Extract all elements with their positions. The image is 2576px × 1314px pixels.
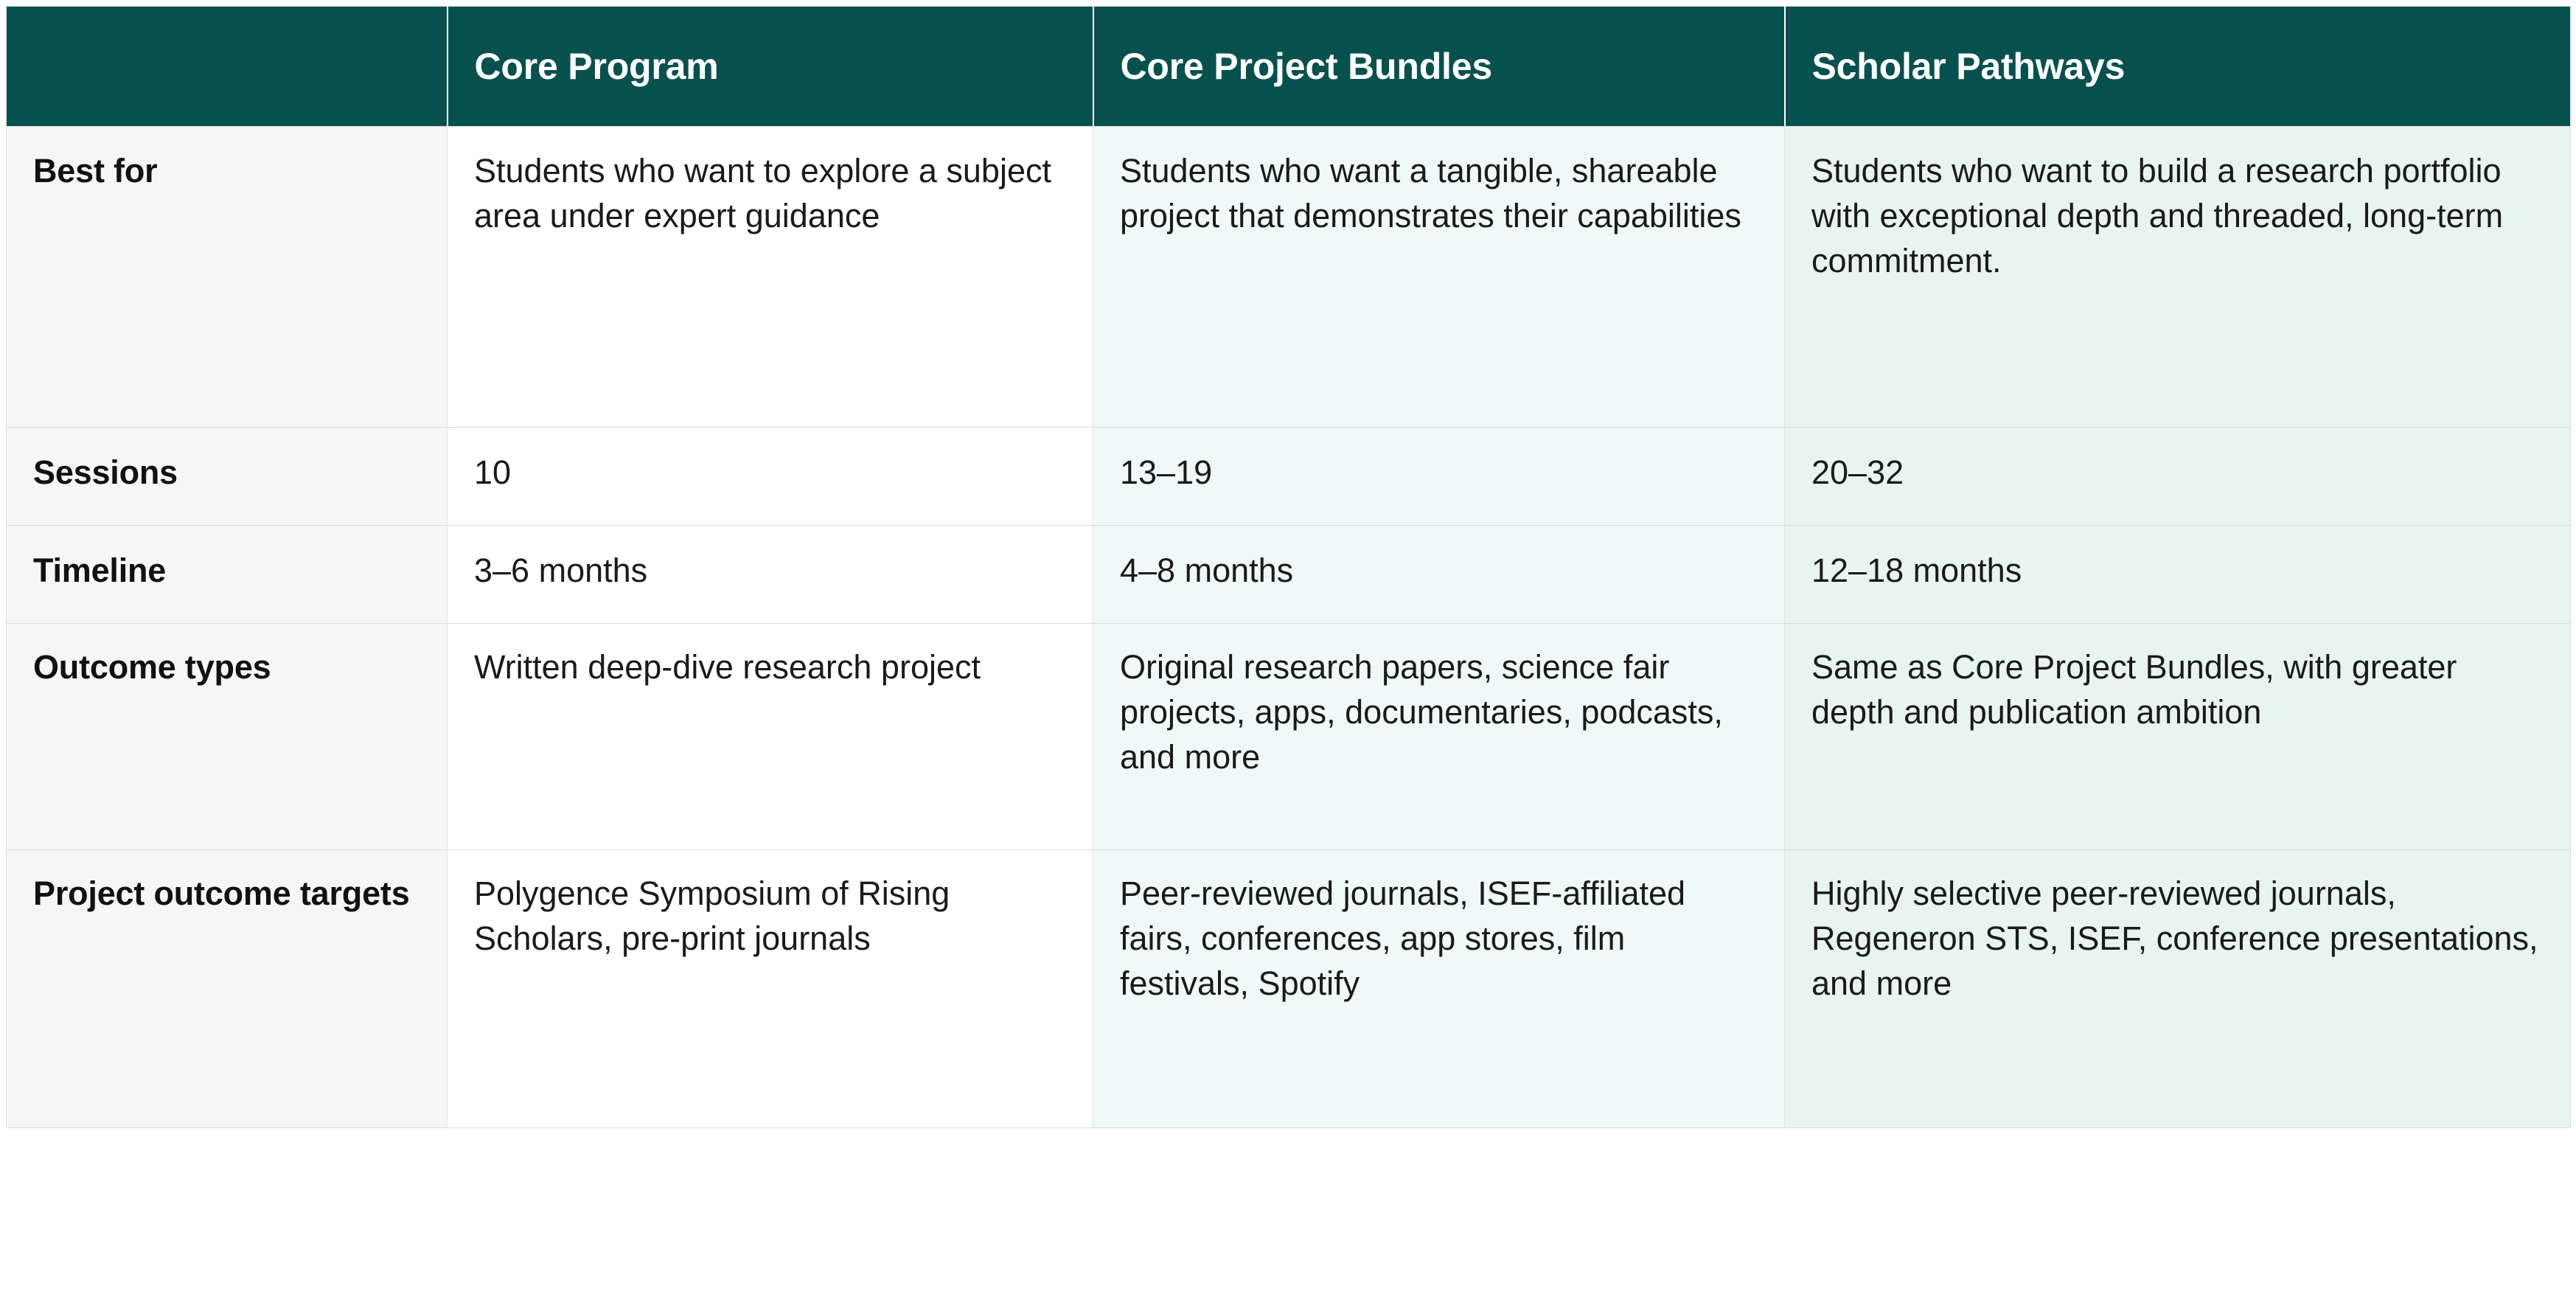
cell-outcome-types-scholar-pathways: Same as Core Project Bundles, with great… [1784, 623, 2571, 850]
cell-text: Students who want to build a research po… [1811, 152, 2504, 280]
cell-text: 10 [474, 453, 512, 491]
cell-text: 13–19 [1120, 453, 1213, 491]
row-label-text: Project outcome targets [33, 875, 410, 912]
column-header-blank [6, 6, 448, 128]
cell-sessions-scholar-pathways: 20–32 [1784, 427, 2571, 526]
cell-best-for-core-project-bundles: Students who want a tangible, shareable … [1093, 127, 1785, 428]
row-label-text: Outcome types [33, 648, 271, 686]
row-label-timeline: Timeline [6, 525, 448, 624]
cell-text: Peer-reviewed journals, ISEF-affiliated … [1120, 875, 1686, 1003]
cell-text: Polygence Symposium of Rising Scholars, … [474, 875, 950, 958]
cell-best-for-scholar-pathways: Students who want to build a research po… [1784, 127, 2571, 428]
table-body: Best for Students who want to explore a … [6, 127, 2571, 1128]
table-row: Outcome types Written deep-dive research… [6, 623, 2571, 850]
table-row: Best for Students who want to explore a … [6, 127, 2571, 428]
cell-text: 4–8 months [1120, 552, 1294, 589]
table-row: Sessions 10 13–19 20–32 [6, 427, 2571, 526]
row-label-text: Timeline [33, 552, 167, 589]
cell-text: 3–6 months [474, 552, 648, 589]
cell-best-for-core-program: Students who want to explore a subject a… [447, 127, 1093, 428]
cell-project-outcome-targets-core-project-bundles: Peer-reviewed journals, ISEF-affiliated … [1093, 849, 1785, 1128]
table-header-row: Core Program Core Project Bundles Schola… [6, 6, 2571, 128]
table-row: Timeline 3–6 months 4–8 months 12–18 mon… [6, 525, 2571, 624]
cell-outcome-types-core-program: Written deep-dive research project [447, 623, 1093, 850]
row-label-best-for: Best for [6, 127, 448, 428]
table-row: Project outcome targets Polygence Sympos… [6, 849, 2571, 1128]
cell-sessions-core-program: 10 [447, 427, 1093, 526]
column-header-core-project-bundles: Core Project Bundles [1093, 6, 1786, 128]
cell-project-outcome-targets-scholar-pathways: Highly selective peer-reviewed journals,… [1784, 849, 2571, 1128]
row-label-text: Sessions [33, 453, 178, 491]
cell-timeline-core-program: 3–6 months [447, 525, 1093, 624]
row-label-outcome-types: Outcome types [6, 623, 448, 850]
table-header: Core Program Core Project Bundles Schola… [6, 6, 2571, 128]
column-header-scholar-pathways: Scholar Pathways [1784, 6, 2571, 128]
cell-project-outcome-targets-core-program: Polygence Symposium of Rising Scholars, … [447, 849, 1093, 1128]
row-label-sessions: Sessions [6, 427, 448, 526]
cell-text: 20–32 [1811, 453, 1904, 491]
cell-text: 12–18 months [1811, 552, 2022, 589]
cell-text: Original research papers, science fair p… [1120, 648, 1723, 776]
cell-timeline-scholar-pathways: 12–18 months [1784, 525, 2571, 624]
row-label-project-outcome-targets: Project outcome targets [6, 849, 448, 1128]
cell-sessions-core-project-bundles: 13–19 [1093, 427, 1785, 526]
cell-text: Students who want to explore a subject a… [474, 152, 1051, 235]
cell-text: Highly selective peer-reviewed journals,… [1811, 875, 2538, 1003]
program-comparison-table: Core Program Core Project Bundles Schola… [6, 6, 2571, 1128]
column-header-core-program: Core Program [447, 6, 1094, 128]
cell-text: Same as Core Project Bundles, with great… [1811, 648, 2457, 731]
cell-outcome-types-core-project-bundles: Original research papers, science fair p… [1093, 623, 1785, 850]
cell-timeline-core-project-bundles: 4–8 months [1093, 525, 1785, 624]
cell-text: Students who want a tangible, shareable … [1120, 152, 1741, 235]
row-label-text: Best for [33, 152, 158, 190]
cell-text: Written deep-dive research project [474, 648, 981, 686]
